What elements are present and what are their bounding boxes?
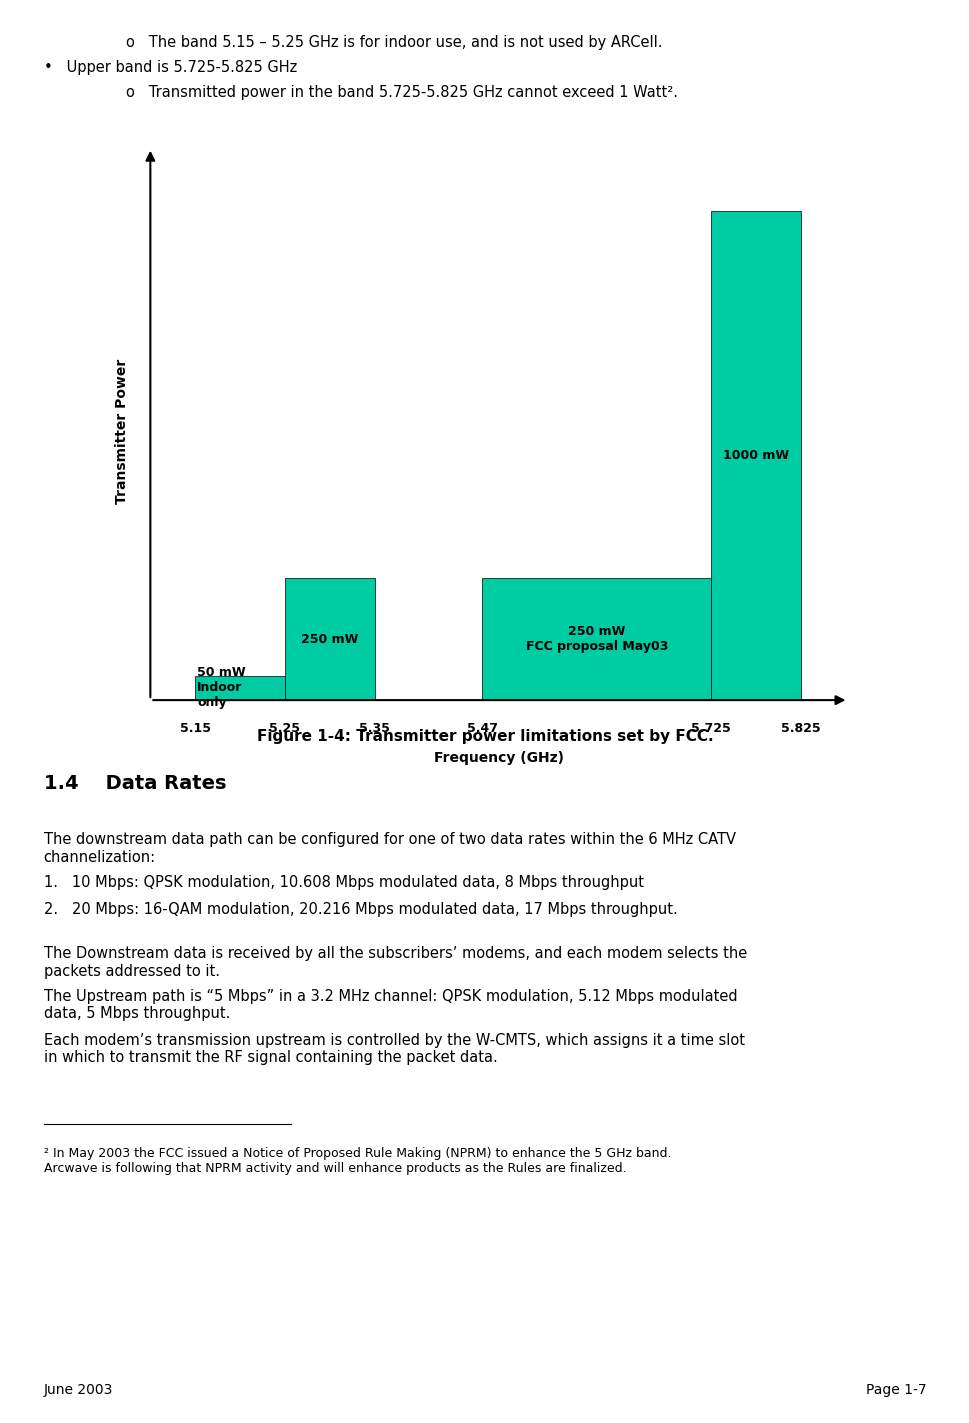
Bar — [482, 578, 710, 700]
Text: o   Transmitted power in the band 5.725-5.825 GHz cannot exceed 1 Watt².: o Transmitted power in the band 5.725-5.… — [126, 85, 677, 101]
Text: 5.35: 5.35 — [359, 721, 390, 736]
Text: The Downstream data is received by all the subscribers’ modems, and each modem s: The Downstream data is received by all t… — [44, 946, 746, 979]
Text: Figure 1-4: Transmitter power limitations set by FCC.: Figure 1-4: Transmitter power limitation… — [257, 729, 712, 744]
Text: The Upstream path is “5 Mbps” in a 3.2 MHz channel: QPSK modulation, 5.12 Mbps m: The Upstream path is “5 Mbps” in a 3.2 M… — [44, 989, 736, 1022]
Text: 2.   20 Mbps: 16-QAM modulation, 20.216 Mbps modulated data, 17 Mbps throughput.: 2. 20 Mbps: 16-QAM modulation, 20.216 Mb… — [44, 902, 676, 918]
Text: 5.725: 5.725 — [691, 721, 731, 736]
Text: June 2003: June 2003 — [44, 1383, 113, 1397]
Bar — [195, 676, 285, 700]
Text: 5.47: 5.47 — [466, 721, 497, 736]
Text: Transmitter Power: Transmitter Power — [114, 359, 129, 504]
Text: 1.   10 Mbps: QPSK modulation, 10.608 Mbps modulated data, 8 Mbps throughput: 1. 10 Mbps: QPSK modulation, 10.608 Mbps… — [44, 875, 643, 891]
Text: 50 mW
Indoor
only: 50 mW Indoor only — [197, 666, 245, 710]
Text: 1000 mW: 1000 mW — [722, 450, 788, 462]
Text: 250 mW: 250 mW — [300, 632, 359, 646]
Text: Page 1-7: Page 1-7 — [864, 1383, 925, 1397]
Text: 250 mW
FCC proposal May03: 250 mW FCC proposal May03 — [525, 625, 668, 653]
Text: 1.4    Data Rates: 1.4 Data Rates — [44, 774, 226, 793]
Text: •   Upper band is 5.725-5.825 GHz: • Upper band is 5.725-5.825 GHz — [44, 60, 297, 75]
Text: 5.25: 5.25 — [269, 721, 300, 736]
Bar — [710, 212, 800, 700]
Text: o   The band 5.15 – 5.25 GHz is for indoor use, and is not used by ARCell.: o The band 5.15 – 5.25 GHz is for indoor… — [126, 34, 662, 50]
Text: Frequency (GHz): Frequency (GHz) — [434, 751, 564, 766]
Text: ² In May 2003 the FCC issued a Notice of Proposed Rule Making (NPRM) to enhance : ² In May 2003 the FCC issued a Notice of… — [44, 1147, 671, 1175]
Bar — [285, 578, 374, 700]
Text: Each modem’s transmission upstream is controlled by the W-CMTS, which assigns it: Each modem’s transmission upstream is co… — [44, 1033, 744, 1066]
Text: 5.15: 5.15 — [179, 721, 210, 736]
Text: 5.825: 5.825 — [780, 721, 820, 736]
Text: The downstream data path can be configured for one of two data rates within the : The downstream data path can be configur… — [44, 832, 735, 865]
